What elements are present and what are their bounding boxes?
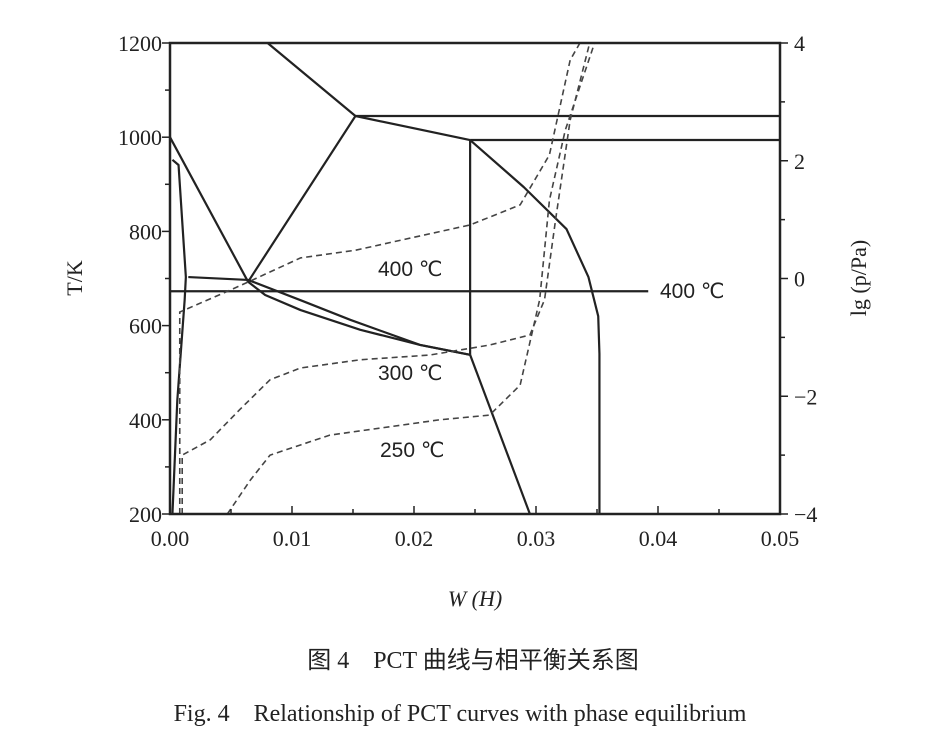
pct-curve-300c xyxy=(181,42,591,514)
phase-boundary-line-10 xyxy=(469,354,531,515)
pct-curve-400c xyxy=(178,42,581,514)
x-tick-label: 0.04 xyxy=(639,526,678,551)
caption-en: Fig. 4 Relationship of PCT curves with p… xyxy=(174,701,747,727)
x-tick-label: 0.05 xyxy=(761,526,800,551)
phase-boundary-line-11 xyxy=(171,158,187,515)
plot-marks xyxy=(169,42,780,515)
axis-ticks: 0.00 0.01 0.02 0.03 0.04 0.05 200 400 600 800 1000… xyxy=(118,31,817,551)
y-tick-label: 800 xyxy=(129,219,162,244)
caption-cn: 图 4 PCT 曲线与相平衡关系图 xyxy=(307,647,639,674)
annotation-250c: 250 ℃ xyxy=(380,439,444,462)
y-tick-label: 400 xyxy=(129,408,162,433)
y-right-axis-label: lg (p/Pa) xyxy=(846,240,871,316)
y-right-tick-label: 4 xyxy=(794,31,805,56)
phase-boundary-line-5 xyxy=(169,136,250,283)
y-tick-label: 200 xyxy=(129,502,162,527)
x-tick-label: 0.03 xyxy=(517,526,556,551)
phase-boundary-line-9 xyxy=(247,280,471,356)
annotation-400c-isotherm: 400 ℃ xyxy=(660,280,724,303)
x-tick-label: 0.01 xyxy=(273,526,312,551)
phase-boundary-line-4 xyxy=(469,139,601,514)
x-tick-label: 0.02 xyxy=(395,526,434,551)
pct-curve-250c xyxy=(226,42,596,515)
y-right-tick-label: 2 xyxy=(794,149,805,174)
annotation-400c-inner: 400 ℃ xyxy=(378,258,442,281)
x-tick-label: 0.00 xyxy=(151,526,190,551)
y-axis-label: T/K xyxy=(62,260,87,296)
y-right-tick-label: 0 xyxy=(794,267,805,292)
y-tick-label: 1000 xyxy=(118,125,162,150)
phase-boundary-line-0 xyxy=(266,42,357,117)
y-tick-label: 1200 xyxy=(118,31,162,56)
y-tick-label: 600 xyxy=(129,314,162,339)
annotation-300c: 300 ℃ xyxy=(378,362,442,385)
phase-boundary-line-8 xyxy=(188,275,471,356)
x-axis-label: W (H) xyxy=(448,586,502,611)
plot-frame xyxy=(168,41,782,516)
y-right-tick-label: −4 xyxy=(794,502,817,527)
y-right-tick-label: −2 xyxy=(794,384,817,409)
phase-boundary-line-1 xyxy=(355,114,471,142)
phase-boundary-line-6 xyxy=(247,115,357,283)
